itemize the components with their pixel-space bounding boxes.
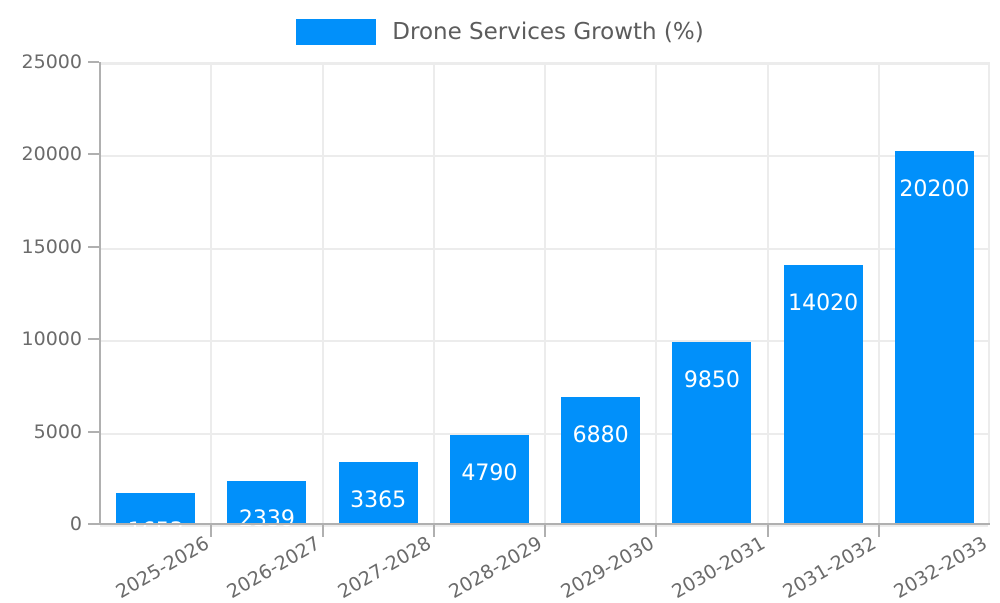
y-axis-tick-mark bbox=[88, 523, 99, 525]
legend-swatch-icon bbox=[296, 19, 377, 45]
bar-value-label: 4790 bbox=[461, 461, 518, 487]
x-axis-line bbox=[99, 523, 990, 525]
y-axis-tick-mark bbox=[88, 430, 99, 433]
x-axis-tick-label: 2030-2031 bbox=[668, 532, 769, 603]
bar[interactable]: 3365 bbox=[338, 461, 418, 524]
y-axis-tick-label: 5000 bbox=[33, 420, 82, 443]
bar-value-label: 20200 bbox=[899, 176, 970, 202]
legend-item-label: Drone Services Growth (%) bbox=[392, 18, 704, 45]
x-axis-tick-label: 2026-2027 bbox=[223, 532, 324, 603]
y-axis-tick-label: 20000 bbox=[21, 143, 82, 166]
bar[interactable]: 2339 bbox=[227, 480, 307, 530]
x-axis-tick-mark bbox=[321, 525, 324, 537]
bar-value-label: 14020 bbox=[788, 290, 859, 316]
x-axis-tick-mark bbox=[877, 525, 880, 537]
y-axis-tick-label: 10000 bbox=[21, 328, 82, 351]
bar[interactable]: 9850 bbox=[672, 341, 752, 524]
bar-value-label: 6880 bbox=[572, 422, 629, 448]
gridline-vertical bbox=[877, 64, 880, 524]
y-axis-tick-mark bbox=[88, 61, 99, 63]
gridline-vertical bbox=[432, 64, 435, 524]
bar[interactable]: 4790 bbox=[449, 435, 529, 524]
bar[interactable]: 20200 bbox=[894, 150, 974, 524]
gridline-vertical bbox=[210, 64, 213, 524]
bar[interactable]: 14020 bbox=[783, 264, 863, 524]
y-axis-tick-label: 15000 bbox=[21, 235, 82, 258]
y-axis-tick-label: 25000 bbox=[21, 51, 82, 73]
x-axis-tick-mark bbox=[655, 525, 658, 537]
gridline-vertical bbox=[321, 64, 324, 524]
gridline-vertical bbox=[544, 64, 546, 524]
bar[interactable]: 6880 bbox=[561, 396, 641, 524]
x-axis-tick-mark bbox=[766, 525, 769, 537]
bar-value-label: 2339 bbox=[238, 506, 295, 532]
chart-legend: Drone Services Growth (%) bbox=[0, 10, 1000, 54]
bar-value-label: 9850 bbox=[683, 367, 740, 393]
y-axis-tick-mark bbox=[88, 153, 99, 156]
y-axis-line bbox=[99, 62, 101, 524]
x-axis-tick-label: 2025-2026 bbox=[111, 532, 213, 603]
x-axis-tick-label: 2028-2029 bbox=[445, 532, 547, 603]
x-axis-tick-label: 2031-2032 bbox=[779, 532, 881, 603]
y-axis-tick-label: 0 bbox=[69, 513, 82, 535]
x-axis-tick-label: 2027-2028 bbox=[334, 532, 436, 603]
x-axis-tick-mark bbox=[432, 525, 435, 537]
y-axis-tick-mark bbox=[88, 338, 99, 341]
x-axis-tick-label: 2029-2030 bbox=[556, 532, 658, 603]
gridline-vertical bbox=[655, 64, 658, 524]
bar[interactable]: 1653 bbox=[116, 493, 196, 543]
gridline-vertical bbox=[766, 64, 769, 524]
x-axis-tick-mark bbox=[544, 525, 546, 537]
x-axis-tick-label: 2032-2033 bbox=[890, 532, 992, 603]
bar-value-label: 3365 bbox=[350, 487, 407, 513]
y-axis-tick-mark bbox=[88, 245, 99, 248]
legend-item-drone-services-growth[interactable]: Drone Services Growth (%) bbox=[296, 18, 704, 45]
x-axis-tick-mark bbox=[210, 525, 213, 537]
plot-area: 1653 2339 3365 4790 6880 9850 14020 20200 bbox=[100, 62, 990, 543]
